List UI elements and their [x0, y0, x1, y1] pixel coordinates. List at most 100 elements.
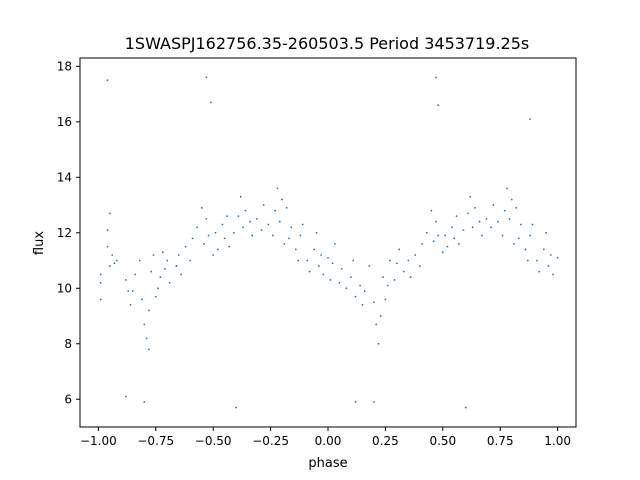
data-point — [435, 220, 437, 223]
data-point — [441, 251, 444, 254]
x-axis-label: phase — [308, 456, 347, 471]
data-point — [510, 198, 513, 201]
data-point — [180, 273, 182, 276]
data-point — [106, 245, 109, 248]
data-point — [409, 276, 412, 279]
y-tick-label: 14 — [57, 170, 72, 184]
data-point — [147, 348, 150, 351]
data-point — [536, 259, 538, 262]
data-point — [164, 267, 166, 270]
data-point — [531, 223, 534, 226]
x-tick-label: 1.00 — [544, 434, 571, 448]
data-point — [480, 234, 483, 237]
data-point — [492, 204, 495, 206]
data-point — [315, 231, 318, 234]
data-point — [373, 301, 375, 304]
data-point — [129, 304, 132, 306]
data-point — [382, 276, 385, 279]
y-tick-label: 10 — [57, 281, 72, 295]
data-point — [226, 215, 228, 218]
data-point — [271, 234, 274, 237]
data-point — [313, 248, 316, 251]
data-point — [161, 251, 164, 254]
data-point — [437, 234, 440, 237]
data-point — [490, 226, 492, 229]
data-point — [354, 295, 357, 298]
data-point — [111, 254, 114, 256]
data-point — [451, 226, 453, 229]
data-point — [131, 290, 134, 292]
data-point — [402, 270, 405, 273]
data-point — [340, 267, 343, 270]
data-point — [255, 218, 258, 220]
data-point — [115, 259, 118, 262]
data-point — [435, 76, 437, 79]
data-point — [345, 287, 348, 290]
data-point — [189, 259, 192, 262]
data-point — [288, 237, 290, 240]
data-point — [168, 281, 171, 284]
data-point — [212, 254, 215, 256]
data-point — [159, 276, 162, 279]
data-point — [138, 259, 141, 262]
data-point — [262, 204, 265, 206]
data-point — [308, 270, 311, 273]
data-point — [108, 212, 111, 215]
data-point — [373, 401, 375, 403]
data-point — [457, 242, 460, 245]
y-axis-label: flux — [32, 231, 47, 255]
data-point — [157, 287, 159, 290]
data-point — [437, 104, 440, 107]
data-point — [216, 248, 219, 251]
data-point — [306, 259, 309, 262]
data-point — [462, 229, 465, 231]
data-point — [134, 273, 137, 276]
data-point — [485, 218, 488, 220]
data-point — [327, 256, 329, 259]
data-point — [290, 226, 293, 229]
data-point — [143, 401, 146, 403]
data-point — [333, 242, 336, 245]
data-point — [331, 262, 334, 265]
data-point — [471, 226, 474, 229]
data-point — [260, 229, 263, 231]
data-point — [283, 242, 286, 245]
data-point — [125, 395, 127, 398]
data-point — [152, 254, 155, 256]
data-point — [203, 242, 205, 245]
data-point — [106, 79, 109, 82]
data-point — [455, 215, 458, 218]
data-point — [329, 279, 332, 281]
data-point — [515, 206, 518, 209]
data-point — [432, 240, 435, 243]
data-point — [276, 187, 279, 190]
data-point — [478, 220, 481, 223]
data-point — [547, 265, 550, 267]
data-point — [267, 223, 270, 226]
data-point — [506, 187, 509, 190]
data-point — [274, 209, 277, 212]
data-point — [294, 248, 297, 251]
data-point — [497, 220, 499, 223]
y-axis-ticks: 6 8 10 12 14 16 18 — [57, 59, 80, 406]
data-point — [196, 226, 199, 229]
x-tick-label: −0.75 — [137, 434, 174, 448]
data-point — [228, 245, 231, 248]
data-point — [474, 206, 476, 209]
data-point — [99, 298, 102, 301]
x-tick-label: 0.50 — [429, 434, 456, 448]
data-point — [297, 259, 300, 262]
data-point — [386, 284, 389, 287]
plot-frame — [79, 57, 577, 428]
data-point — [145, 337, 148, 340]
data-point — [469, 195, 472, 198]
data-point — [395, 262, 398, 265]
data-point — [281, 198, 283, 201]
x-tick-label: −0.25 — [252, 434, 289, 448]
data-point — [242, 226, 244, 229]
data-point — [320, 254, 323, 256]
data-point — [125, 279, 127, 281]
data-point — [375, 323, 378, 326]
data-point — [99, 281, 102, 284]
